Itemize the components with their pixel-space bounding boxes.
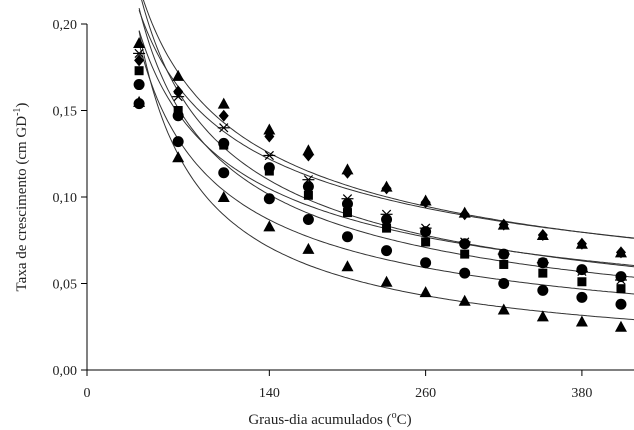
circle-marker — [576, 264, 588, 276]
y-tick-label: 0,15 — [53, 105, 78, 120]
square-marker — [134, 66, 144, 76]
triangle-marker — [536, 310, 549, 322]
circle-marker — [172, 136, 184, 148]
series-4-points — [134, 66, 626, 294]
diamond-marker — [459, 208, 470, 221]
diamond-marker — [576, 237, 587, 250]
circle-marker — [172, 110, 184, 122]
x-tick-label: 0 — [84, 386, 91, 401]
diamond-marker — [218, 109, 229, 122]
circle-marker — [615, 271, 627, 283]
triangle-marker — [614, 320, 627, 332]
diamond-marker — [381, 182, 392, 195]
y-tick-label: 0,05 — [53, 278, 78, 293]
diamond-marker — [537, 229, 548, 242]
series-7-points — [133, 95, 627, 332]
circle-marker — [263, 162, 275, 174]
series-3-points — [133, 48, 627, 285]
star-marker — [217, 123, 230, 133]
star-marker — [263, 150, 276, 161]
circle-marker — [615, 298, 627, 310]
series-5-points — [133, 79, 627, 283]
diamond-marker — [498, 218, 509, 231]
x-ticks: 0 140 260 380 — [84, 370, 592, 401]
square-marker — [342, 208, 352, 218]
triangle-marker — [172, 69, 185, 81]
x-tick-label: 260 — [415, 386, 436, 401]
triangle-marker — [263, 220, 276, 232]
circle-marker — [218, 167, 230, 179]
circle-marker — [302, 181, 314, 193]
square-marker — [421, 237, 431, 247]
fitted-curves — [138, 0, 634, 321]
circle-marker — [498, 278, 510, 289]
triangle-marker — [575, 315, 588, 327]
diamond-marker — [173, 85, 184, 98]
series-2-points — [134, 54, 626, 259]
triangle-marker — [263, 123, 276, 135]
x-tick-label: 380 — [571, 386, 592, 401]
circle-marker — [381, 245, 393, 257]
y-ticks: 0,00 0,05 0,10 0,15 0,20 — [53, 18, 87, 379]
y-axis-label: Taxa de crescimento (cm GD-1) — [12, 103, 30, 292]
circle-marker — [498, 248, 510, 260]
circle-marker — [459, 238, 471, 250]
triangle-marker — [419, 286, 432, 298]
circle-marker — [420, 257, 432, 269]
x-tick-label: 140 — [259, 386, 280, 401]
triangle-marker — [302, 242, 315, 254]
circle-marker — [218, 137, 230, 149]
square-marker — [303, 190, 313, 200]
circle-marker — [459, 267, 471, 279]
diamond-marker — [264, 130, 275, 143]
diamond-marker — [303, 149, 314, 162]
square-marker — [460, 249, 470, 259]
circle-marker — [537, 284, 549, 296]
triangle-marker — [217, 191, 230, 202]
circle-marker — [341, 198, 353, 210]
circle-marker — [420, 226, 432, 238]
fitted-curve-4 — [138, 7, 634, 278]
circle-marker — [341, 231, 353, 243]
data-markers — [133, 37, 627, 332]
triangle-marker — [172, 151, 185, 163]
triangle-marker — [133, 37, 146, 49]
square-marker — [577, 277, 587, 287]
square-marker — [499, 259, 509, 269]
triangle-marker — [380, 275, 393, 287]
y-tick-label: 0,20 — [53, 18, 78, 33]
fitted-curve-7 — [138, 31, 634, 321]
triangle-marker — [217, 97, 230, 109]
circle-marker — [576, 291, 588, 303]
circle-marker — [537, 257, 549, 269]
y-tick-label: 0,10 — [53, 191, 78, 206]
fitted-curve-1 — [142, 0, 634, 239]
star-marker — [133, 48, 146, 59]
fitted-curve-6 — [138, 43, 634, 295]
axes — [86, 24, 634, 371]
circle-marker — [381, 213, 393, 225]
x-axis-label: Graus-dia acumulados (oC) — [248, 410, 411, 428]
triangle-marker — [133, 95, 146, 107]
triangle-marker — [341, 260, 354, 272]
triangle-marker — [497, 303, 510, 315]
triangle-marker — [458, 294, 471, 306]
diamond-marker — [420, 196, 431, 209]
diamond-marker — [342, 166, 353, 179]
star-marker — [172, 92, 185, 102]
series-6-points — [133, 98, 627, 310]
fitted-curve-2 — [138, 10, 634, 239]
circle-marker — [263, 193, 275, 205]
circle-marker — [133, 79, 145, 91]
square-marker — [382, 223, 392, 233]
diamond-marker — [615, 246, 626, 259]
square-marker — [616, 284, 626, 294]
y-tick-label: 0,00 — [53, 364, 78, 379]
circle-marker — [302, 213, 314, 225]
square-marker — [538, 268, 548, 278]
diamond-marker — [134, 54, 145, 67]
